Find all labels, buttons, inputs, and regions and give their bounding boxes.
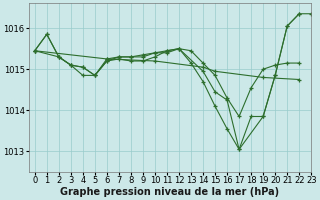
X-axis label: Graphe pression niveau de la mer (hPa): Graphe pression niveau de la mer (hPa) (60, 187, 280, 197)
